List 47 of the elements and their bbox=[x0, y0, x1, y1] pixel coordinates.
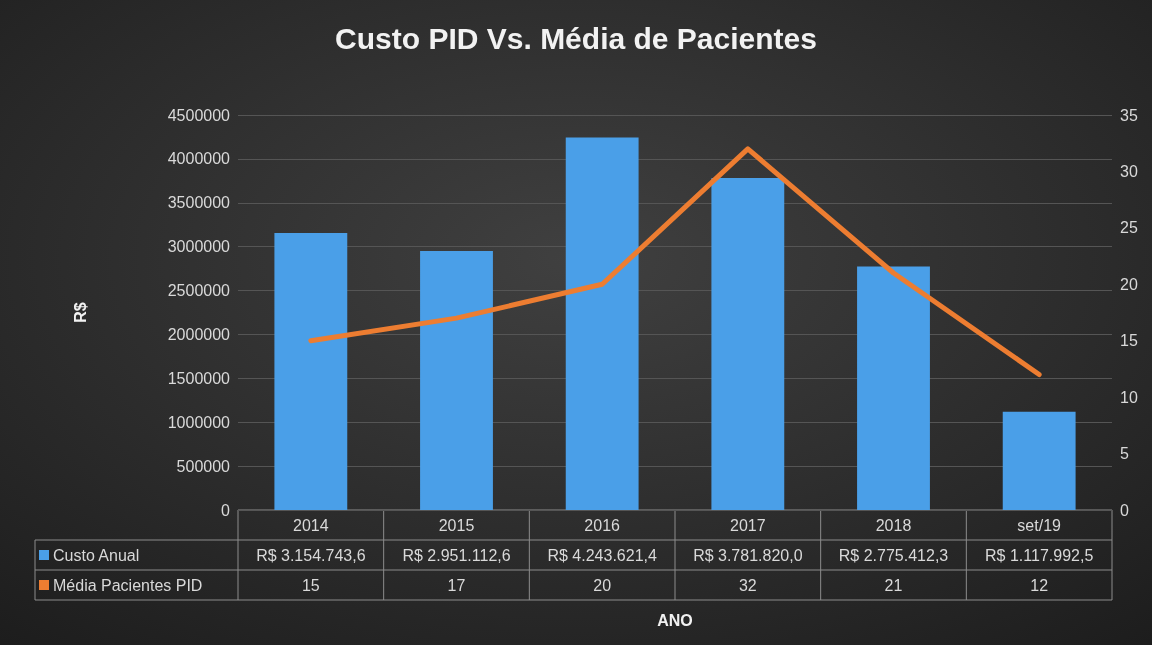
y-tick-label: 3000000 bbox=[167, 238, 231, 256]
x-tick-label: 2015 bbox=[438, 516, 475, 534]
y-tick-label: 500000 bbox=[176, 457, 231, 475]
y-tick-label: 1500000 bbox=[167, 369, 231, 387]
data-label: R$ 4.243.621,4 bbox=[547, 546, 657, 564]
y2-tick-label: 15 bbox=[1120, 332, 1138, 350]
y-axis-title: R$ bbox=[71, 302, 89, 323]
data-label: 12 bbox=[1030, 576, 1049, 594]
y2-tick-label: 5 bbox=[1120, 445, 1129, 463]
y2-tick-label: 0 bbox=[1120, 501, 1129, 519]
data-label: R$ 3.154.743,6 bbox=[256, 546, 366, 564]
data-label: R$ 2.951.112,6 bbox=[402, 546, 511, 564]
y-tick-label: 0 bbox=[221, 501, 231, 519]
bar bbox=[565, 137, 639, 510]
data-label: 15 bbox=[301, 576, 320, 594]
data-label: 21 bbox=[884, 576, 903, 594]
bar bbox=[1002, 411, 1076, 510]
y2-tick-label: 20 bbox=[1120, 275, 1138, 293]
y-tick-label: 1000000 bbox=[167, 413, 231, 431]
data-label: R$ 1.117.992,5 bbox=[985, 546, 1094, 564]
x-tick-label: 2018 bbox=[875, 516, 912, 534]
data-label: 17 bbox=[447, 576, 466, 594]
y-tick-label: 2000000 bbox=[167, 325, 231, 343]
y2-tick-label: 35 bbox=[1120, 106, 1138, 124]
y2-tick-label: 25 bbox=[1120, 219, 1138, 237]
y2-tick-label: 30 bbox=[1120, 162, 1138, 180]
bar bbox=[857, 266, 930, 510]
data-label: R$ 3.781.820,0 bbox=[693, 546, 803, 564]
y-tick-label: 2500000 bbox=[167, 282, 231, 300]
y-tick-label: 4500000 bbox=[167, 106, 231, 124]
data-label: 20 bbox=[593, 576, 612, 594]
data-label: R$ 2.775.412,3 bbox=[838, 546, 949, 564]
y2-tick-label: 10 bbox=[1120, 388, 1138, 406]
x-tick-label: 2014 bbox=[293, 516, 329, 534]
y-tick-label: 3500000 bbox=[167, 194, 231, 212]
bar bbox=[711, 178, 785, 510]
x-tick-label: 2016 bbox=[584, 516, 621, 534]
x-tick-label: set/19 bbox=[1017, 516, 1062, 534]
y-tick-label: 4000000 bbox=[167, 150, 231, 168]
x-axis-title: ANO bbox=[657, 611, 693, 629]
data-label: 32 bbox=[738, 576, 757, 594]
legend-label: Custo Anual bbox=[53, 546, 140, 564]
bar bbox=[274, 233, 348, 510]
chart-title: Custo PID Vs. Média de Pacientes bbox=[335, 21, 817, 55]
x-tick-label: 2017 bbox=[730, 516, 766, 534]
bar bbox=[420, 250, 493, 510]
legend-label: Média Pacientes PID bbox=[53, 576, 203, 594]
